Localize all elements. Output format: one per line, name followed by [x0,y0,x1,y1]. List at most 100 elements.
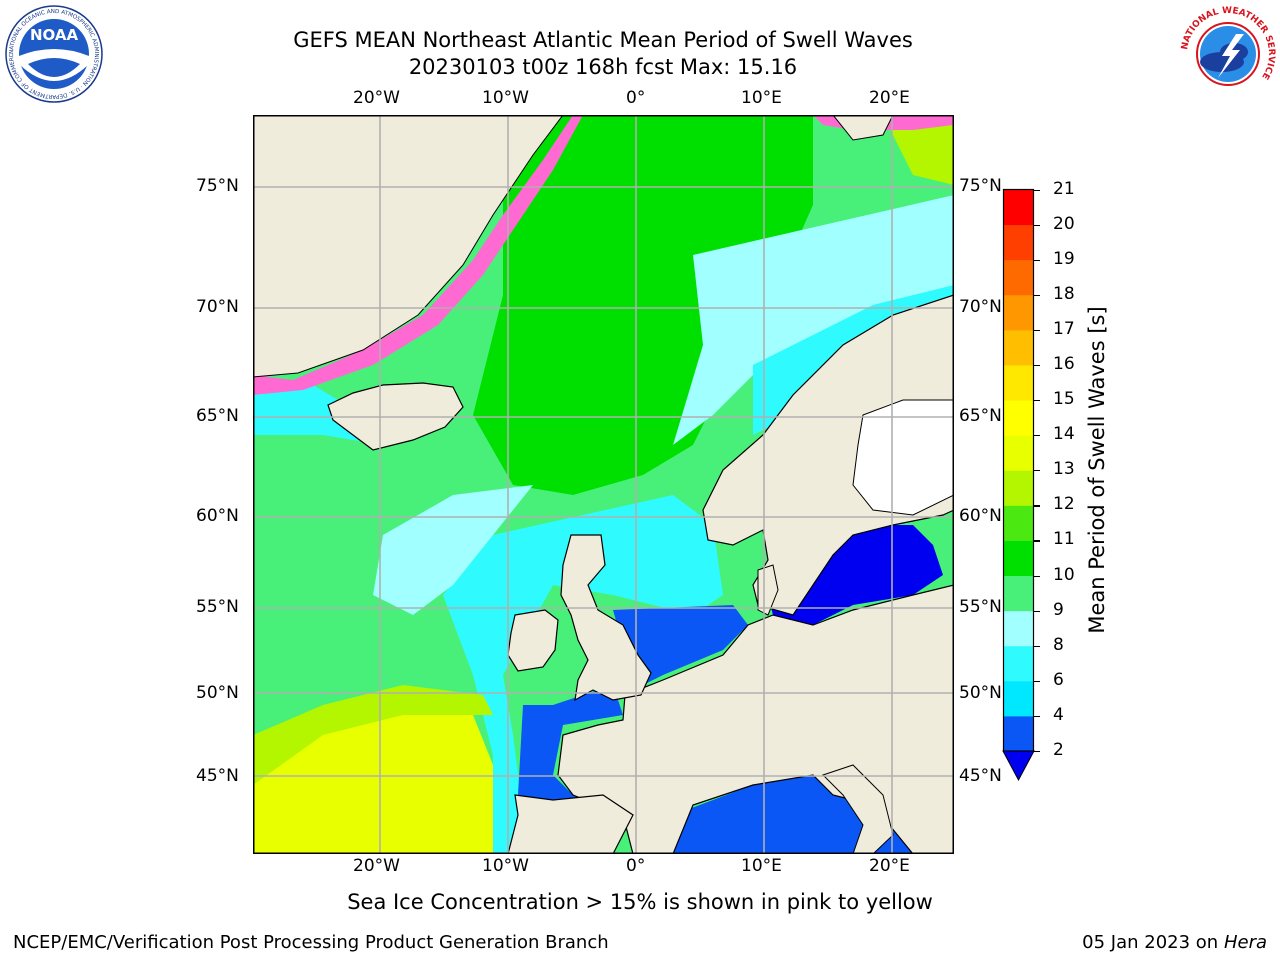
colorbar-tick-mark [1034,505,1040,507]
colorbar-swatch [1003,610,1034,647]
lon-tick-bottom: 20°E [869,856,910,876]
period-band-8-9-norwegian [673,195,954,445]
lat-tick-left: 75°N [196,176,239,196]
colorbar-tick-label: 8 [1053,634,1064,655]
period-band-10-11 [473,115,813,495]
colorbar-tick-label: 2 [1053,740,1064,760]
period-band-12-13-atlantic [253,685,503,785]
colorbar-tick-mark [1034,540,1040,542]
colorbar-tick-mark [1034,435,1040,437]
colorbar-swatch [1003,575,1034,612]
lat-tick-left: 60°N [196,506,239,526]
nws-logo: NATIONAL WEATHER SERVICE [1180,6,1276,102]
period-band-2-4-med [673,775,913,854]
lon-tick-top: 0° [626,88,646,108]
colorbar-swatch [1003,540,1034,577]
lat-tick-left: 55°N [196,597,239,617]
footer-credit: NCEP/EMC/Verification Post Processing Pr… [13,932,609,953]
colorbar-swatch [1003,294,1034,331]
lat-tick-right: 45°N [959,766,1002,786]
colorbar-tick-mark [1034,715,1040,718]
colorbar-swatch [1003,645,1034,682]
lat-tick-right: 60°N [959,506,1002,526]
lon-tick-top: 20°E [869,88,910,108]
colorbar-tick-mark [1034,329,1040,332]
lon-tick-bottom: 20°W [353,856,400,876]
land-svalbard [832,115,894,141]
colorbar-tick-label: 6 [1053,669,1064,690]
land-italy [822,764,894,854]
colorbar-tick-mark [1034,189,1040,191]
lon-tick-top: 10°E [741,88,782,108]
colorbar-tick-label: 21 [1053,178,1075,199]
colorbar-tick-label: 18 [1053,283,1075,304]
footer-date: 05 Jan 2023 on Hera [1082,932,1267,953]
colorbar-tick-mark [1034,610,1040,612]
land-gulf-of-bothnia-water [852,399,954,516]
colorbar-tick-label: 14 [1053,424,1075,445]
colorbar-tick-label: 9 [1053,599,1064,620]
colorbar-tick-mark [1034,645,1040,647]
colorbar-swatch [1003,680,1034,717]
colorbar [1002,188,1035,782]
colorbar-swatch [1003,400,1034,436]
lon-tick-bottom: 10°E [741,856,782,876]
colorbar-swatch [1003,505,1034,541]
lat-tick-right: 70°N [959,297,1002,317]
period-band-6-8-northsea [443,495,723,854]
colorbar-tick-mark [1034,294,1040,296]
land-great-britain [560,534,652,702]
lon-tick-top: 10°W [482,88,529,108]
lon-tick-top: 20°W [353,88,400,108]
colorbar-tick-mark [1034,364,1040,367]
colorbar-tick-label: 16 [1053,353,1075,374]
lat-tick-left: 50°N [196,683,239,703]
colorbar-tick-label: 13 [1053,459,1075,480]
colorbar-tick-label: 19 [1053,248,1075,269]
colorbar-swatch [1003,364,1034,401]
colorbar-tick-label: 4 [1053,704,1064,725]
colorbar-swatch [1003,470,1034,506]
colorbar-tick-label: 12 [1053,494,1075,515]
colorbar-label: Mean Period of Swell Waves [s] [1085,306,1109,634]
chart-title: GEFS MEAN Northeast Atlantic Mean Period… [293,28,913,52]
colorbar-tick-label: 20 [1053,213,1075,234]
period-band-11-12-north [883,115,954,185]
colorbar-tick-mark [1034,680,1040,682]
land-iberia [507,794,634,854]
colorbar-tick-label: 10 [1053,564,1075,585]
colorbar-swatch [1003,435,1034,471]
colorbar-extend-triangle [1002,750,1035,782]
colorbar-tick-mark [1034,470,1040,472]
colorbar-swatch [1003,259,1034,296]
footer-date-text: 05 Jan 2023 on [1082,932,1224,953]
colorbar-swatch [1003,329,1034,366]
land-ireland [507,609,559,672]
chart-subtitle: 20230103 t00z 168h fcst Max: 15.16 [408,55,798,79]
lat-tick-left: 45°N [196,766,239,786]
land-greenland [253,115,564,378]
noaa-logo: NATIONAL OCEANIC AND ATMOSPHERIC ADMINIS… [4,4,103,103]
sea-ice-note: Sea Ice Concentration > 15% is shown in … [347,890,933,914]
svg-text:NOAA: NOAA [30,26,79,44]
footer-host: Hera [1223,932,1267,953]
lat-tick-right: 55°N [959,597,1002,617]
lon-tick-bottom: 10°W [482,856,529,876]
map-gridlines [253,115,954,854]
colorbar-tick-label: 17 [1053,318,1075,339]
lon-tick-bottom: 0° [626,856,646,876]
swell-period-map [253,115,954,854]
period-band-13-15-atlantic [253,705,493,854]
lat-tick-right: 50°N [959,683,1002,703]
period-band-2-4-biscay [518,685,623,805]
lat-tick-right: 65°N [959,406,1002,426]
lat-tick-right: 75°N [959,176,1002,196]
lat-tick-left: 70°N [196,297,239,317]
colorbar-tick-mark [1034,400,1040,402]
colorbar-tick-label: 15 [1053,389,1075,410]
land-denmark [757,564,779,616]
lat-tick-left: 65°N [196,406,239,426]
colorbar-tick-mark [1034,259,1040,261]
colorbar-tick-mark [1034,224,1040,226]
colorbar-swatch [1003,189,1034,226]
